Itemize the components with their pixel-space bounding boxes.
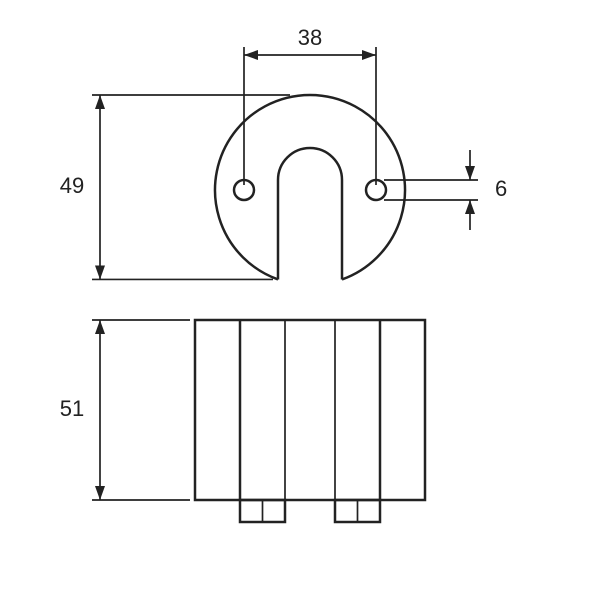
dim-38: 38 — [298, 25, 322, 50]
horseshoe-slot — [278, 148, 342, 279]
side-outline — [195, 320, 425, 500]
side-view — [92, 320, 425, 522]
dim-6: 6 — [495, 176, 507, 201]
dim-49: 49 — [60, 173, 84, 198]
top-view — [92, 47, 478, 279]
dim-51: 51 — [60, 396, 84, 421]
